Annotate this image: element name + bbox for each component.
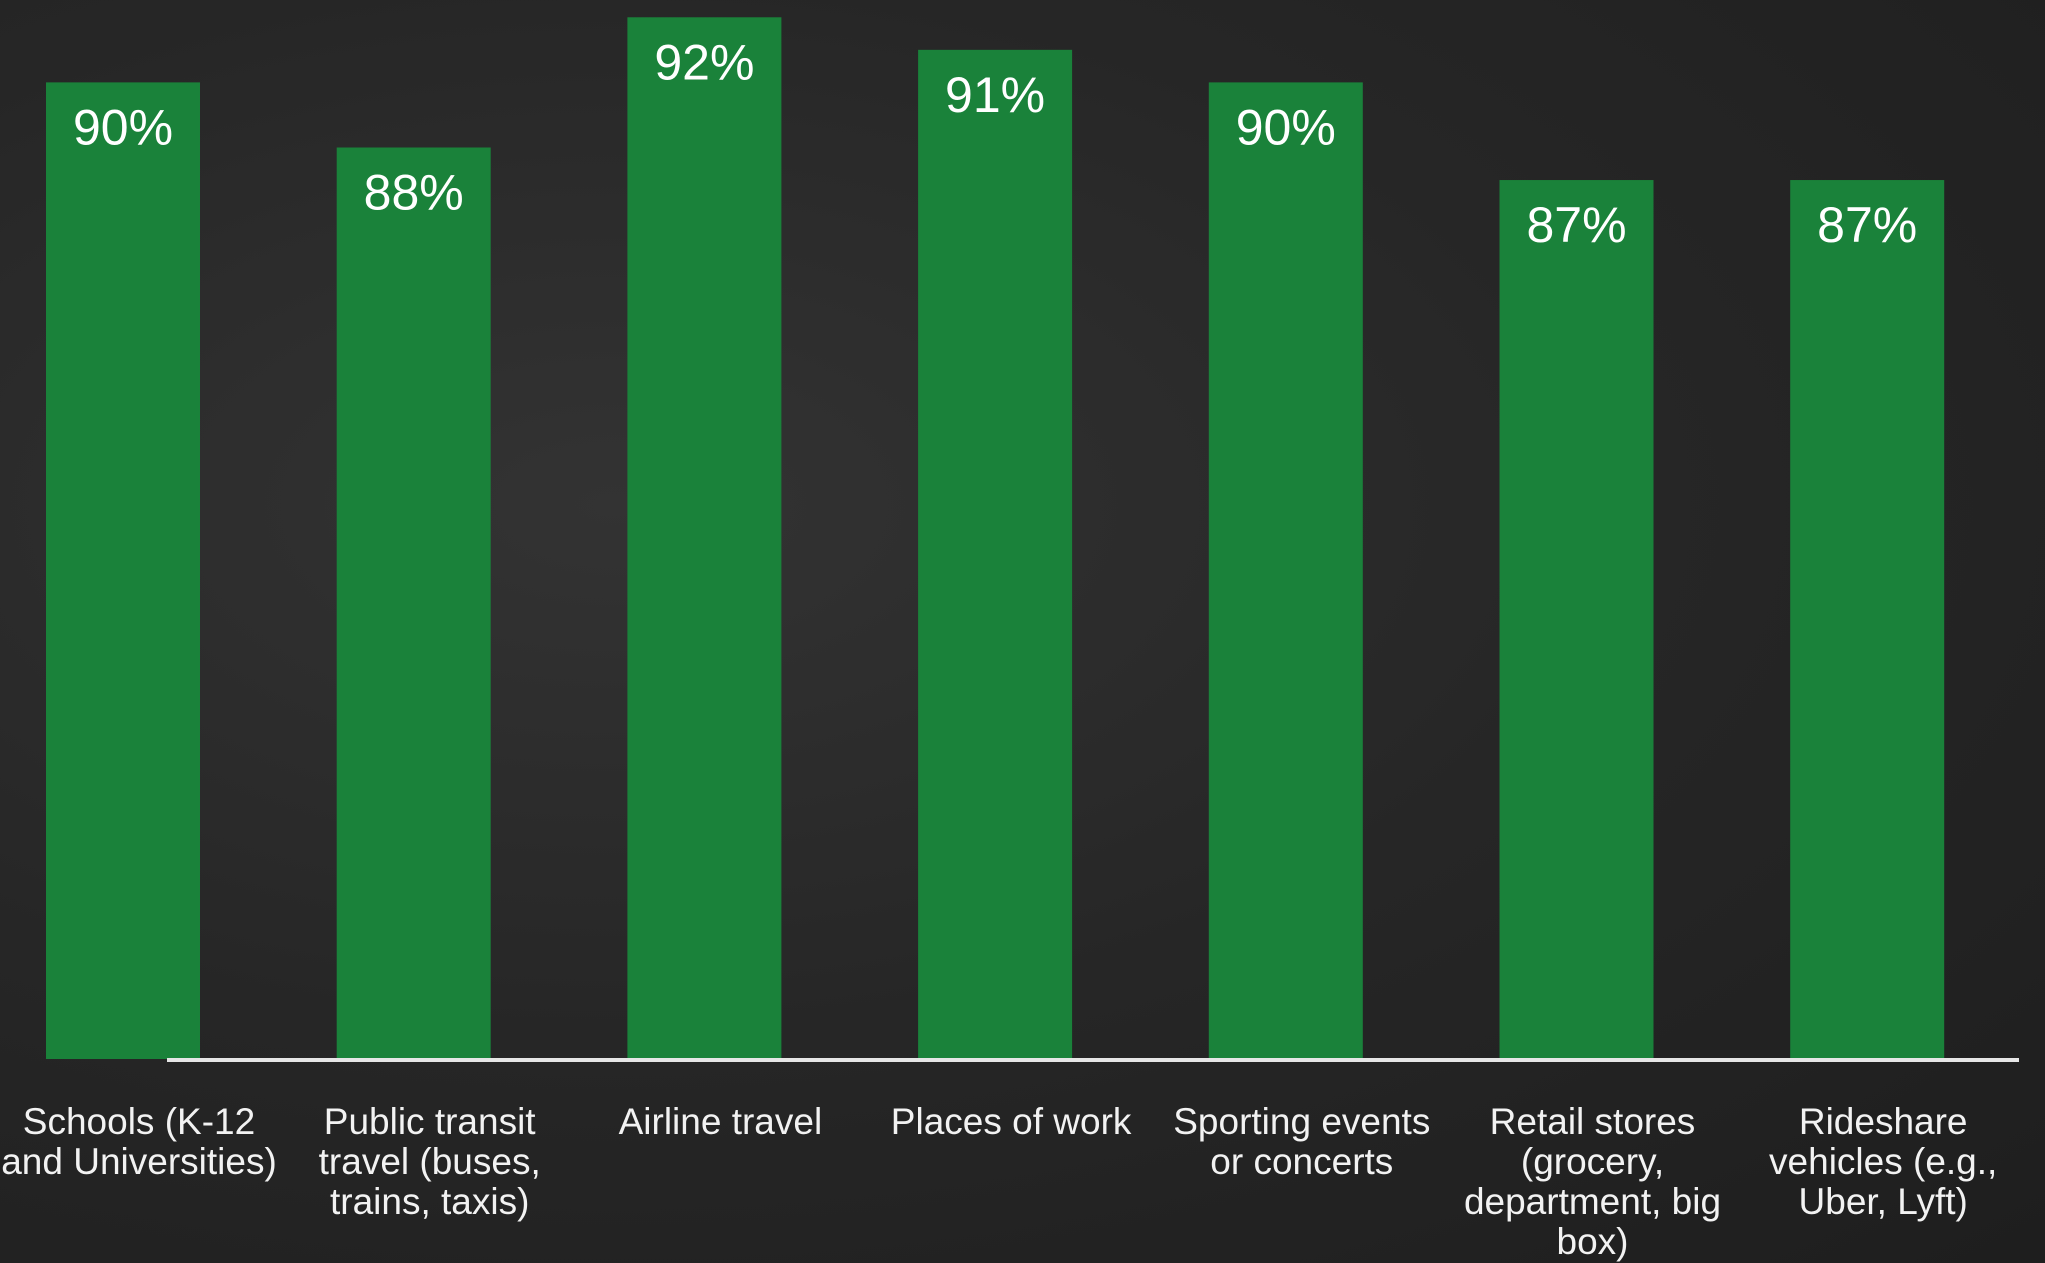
x-tick-label: Rideshare vehicles (e.g., Uber, Lyft) (1738, 1102, 2028, 1222)
value-label: 91% (945, 67, 1045, 123)
bar (46, 82, 200, 1059)
value-label: 90% (73, 99, 173, 155)
value-label: 87% (1817, 197, 1917, 253)
value-label: 90% (1236, 99, 1336, 155)
bar (337, 147, 491, 1059)
bar (1790, 180, 1944, 1059)
x-tick-label: Public transit travel (buses, trains, ta… (285, 1102, 575, 1222)
x-tick-label: Sporting events or concerts (1157, 1102, 1447, 1182)
value-label: 88% (364, 164, 464, 220)
bar (918, 50, 1072, 1059)
bar (627, 17, 781, 1059)
bar (1500, 180, 1654, 1059)
value-label: 92% (654, 34, 754, 90)
bar (1209, 82, 1363, 1059)
chart: 90% 88% 92% 91% 90% 87% 87% Schools (K-12 and … (0, 0, 2045, 1263)
x-tick-label: Airline travel (575, 1102, 865, 1142)
value-label: 87% (1526, 197, 1626, 253)
chart-canvas: 90% 88% 92% 91% 90% 87% 87% (0, 0, 2045, 1263)
x-tick-label: Schools (K-12 and Universities) (0, 1102, 284, 1182)
x-tick-label: Retail stores (grocery, department, big … (1448, 1102, 1738, 1262)
x-tick-label: Places of work (866, 1102, 1156, 1142)
